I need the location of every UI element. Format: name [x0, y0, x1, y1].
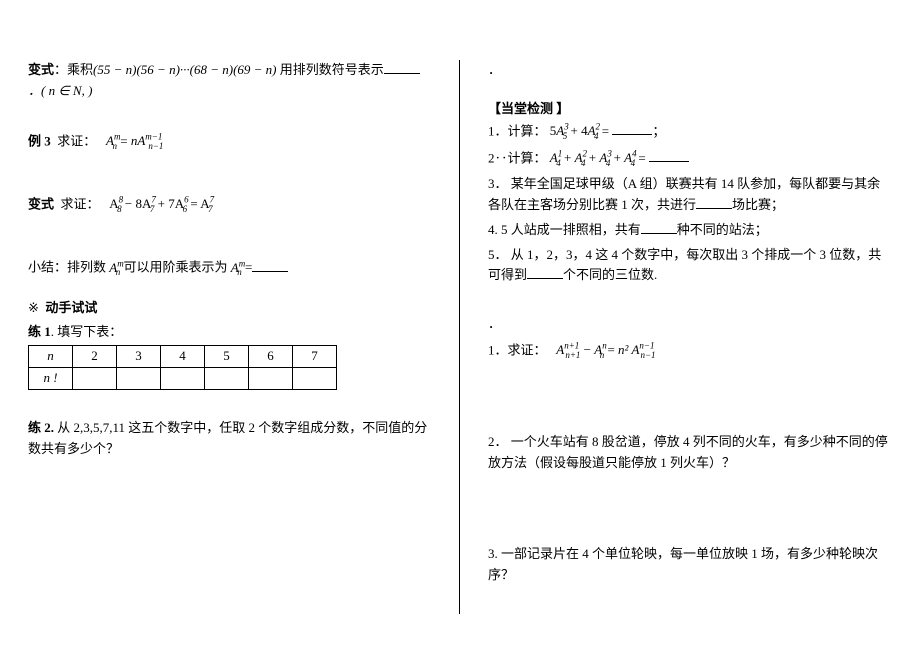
- q5: 5． 从 1，2，3，4 这 4 个数字中，每次取出 3 个排成一个 3 位数，…: [488, 245, 892, 287]
- bianshi1-after: 用排列数符号表示: [277, 62, 384, 77]
- qfilm-num: 3.: [488, 546, 501, 561]
- q1: 1．计算： 5A35 + 4A24 = ；: [488, 120, 892, 143]
- lian1-table: n 2 3 4 5 6 7 n !: [28, 345, 337, 390]
- qtrain-text: 一个火车站有 8 股岔道，停放 4 列不同的火车，有多少种不同的停放方法（假设每…: [488, 434, 888, 470]
- q1-num: 1．: [488, 123, 508, 138]
- blank: [252, 259, 288, 272]
- lian1: 练 1. 填写下表： n 2 3 4 5 6 7 n !: [28, 322, 431, 389]
- qiuzheng: 1．求证： An+1n+1 − Ann = n² An−1n−1: [488, 339, 892, 362]
- qfilm-text: 一部记录片在 4 个单位轮映，每一单位放映 1 场，有多少种轮映次序？: [488, 546, 878, 582]
- shishi-text: 动手试试: [45, 300, 97, 315]
- dot2: ．: [488, 314, 892, 335]
- q3-num: 3．: [488, 176, 508, 191]
- q-train: 2． 一个火车站有 8 股岔道，停放 4 列不同的火车，有多少种不同的停放方法（…: [488, 432, 892, 474]
- q3: 3． 某年全国足球甲级（A 组）联赛共有 14 队参加，每队都要与其余各队在主客…: [488, 174, 892, 216]
- cell: [117, 367, 161, 389]
- q4-num: 4.: [488, 222, 501, 237]
- left-column: 变式：乘积(55 − n)(56 − n)···(68 − n)(69 − n)…: [0, 60, 460, 614]
- li3-rhs: nAm−1n−1: [131, 133, 164, 148]
- q1-text: 计算：: [508, 123, 547, 138]
- q-film: 3. 一部记录片在 4 个单位轮映，每一单位放映 1 场，有多少种轮映次序？: [488, 544, 892, 586]
- bianshi2-text: 求证：: [61, 196, 100, 211]
- qz-text: 求证：: [508, 342, 547, 357]
- q1-eq: =: [602, 123, 613, 138]
- q1-tail: ；: [652, 123, 665, 138]
- li3-text: 求证：: [57, 133, 96, 148]
- cell: n: [29, 346, 73, 368]
- blank: [612, 122, 652, 135]
- bianshi1-note: ．( n ∈ N, ): [28, 83, 92, 98]
- bianshi2-label: 变式: [28, 196, 54, 211]
- lian1-text: . 填写下表：: [51, 324, 123, 339]
- bianshi1-before: ：乘积: [54, 62, 93, 77]
- cell: 5: [205, 346, 249, 368]
- cell: [293, 367, 337, 389]
- blank: [649, 149, 689, 162]
- cell: [73, 367, 117, 389]
- cell: 3: [117, 346, 161, 368]
- cell: 6: [249, 346, 293, 368]
- q4: 4. 5 人站成一排照相，共有 种不同的站法；: [488, 220, 892, 241]
- jiance: 【当堂检测 】 1．计算： 5A35 + 4A24 = ； 2‥计算： A14 …: [488, 99, 892, 286]
- blank: [384, 61, 420, 74]
- q2-text: 计算：: [508, 150, 547, 165]
- bianshi1-label: 变式: [28, 62, 54, 77]
- cell: n !: [29, 367, 73, 389]
- li3-eq: =: [120, 133, 131, 148]
- q5-tail: 个不同的三位数.: [563, 267, 657, 282]
- q4-text: 5 人站成一排照相，共有: [501, 222, 641, 237]
- bianshi-1: 变式：乘积(55 − n)(56 − n)···(68 − n)(69 − n)…: [28, 60, 431, 102]
- q5-num: 5．: [488, 247, 508, 262]
- xiaojie-sym2: Amn: [231, 260, 242, 275]
- qtrain-num: 2．: [488, 434, 508, 449]
- q2-expr: A14 + A24 + A34 + A44: [550, 150, 635, 165]
- bianshi2-expr: A88 − 8A77 + 7A66 = A77: [109, 196, 212, 211]
- shishi-mark: ※: [28, 300, 39, 315]
- qz-num: 1．: [488, 342, 508, 357]
- lian2-label: 练 2.: [28, 420, 54, 435]
- xiaojie-mid: 可以用阶乘表示为: [123, 260, 230, 275]
- li3-label: 例 3: [28, 133, 51, 148]
- cell: [161, 367, 205, 389]
- bianshi-2: 变式 求证： A88 − 8A77 + 7A66 = A77: [28, 193, 431, 216]
- table-row: n !: [29, 367, 337, 389]
- q2: 2‥计算： A14 + A24 + A34 + A44 =: [488, 147, 892, 170]
- blank: [527, 266, 563, 279]
- q1-expr: 5A35 + 4A24: [550, 123, 599, 138]
- cell: 7: [293, 346, 337, 368]
- page: 变式：乘积(55 − n)(56 − n)···(68 − n)(69 − n)…: [0, 0, 920, 634]
- cell: [249, 367, 293, 389]
- shishi-title: ※ 动手试试: [28, 298, 431, 319]
- xiaojie-eq: =: [245, 260, 252, 275]
- blank: [696, 196, 732, 209]
- lian2: 练 2. 从 2,3,5,7,11 这五个数字中，任取 2 个数字组成分数，不同…: [28, 418, 431, 460]
- q2-eq: =: [638, 150, 649, 165]
- qz-expr: An+1n+1 − Ann = n² An−1n−1: [556, 342, 655, 357]
- q4-tail: 种不同的站法；: [677, 222, 768, 237]
- lian2-text: 从 2,3,5,7,11 这五个数字中，任取 2 个数字组成分数，不同值的分数共…: [28, 420, 427, 456]
- cell: [205, 367, 249, 389]
- dot: ．: [488, 60, 892, 81]
- q3-tail: 场比赛；: [732, 197, 784, 212]
- xiaojie-before: 小结：排列数: [28, 260, 109, 275]
- q3-text: 某年全国足球甲级（A 组）联赛共有 14 队参加，每队都要与其余各队在主客场分别…: [488, 176, 880, 212]
- xiaojie-sym1: Amn: [109, 260, 120, 275]
- xiaojie: 小结：排列数 Amn 可以用阶乘表示为 Amn =: [28, 256, 431, 279]
- bianshi1-expr: (55 − n)(56 − n)···(68 − n)(69 − n): [93, 62, 276, 77]
- right-column: ． 【当堂检测 】 1．计算： 5A35 + 4A24 = ； 2‥计算： A1…: [460, 60, 920, 614]
- cell: 4: [161, 346, 205, 368]
- lian1-label: 练 1: [28, 324, 51, 339]
- li3-lhs: Amn: [106, 133, 117, 148]
- cell: 2: [73, 346, 117, 368]
- table-row: n 2 3 4 5 6 7: [29, 346, 337, 368]
- q2-num: 2‥: [488, 150, 508, 165]
- li3: 例 3 求证： Amn = nAm−1n−1: [28, 130, 431, 153]
- blank: [641, 221, 677, 234]
- jiance-title: 【当堂检测 】: [488, 99, 892, 120]
